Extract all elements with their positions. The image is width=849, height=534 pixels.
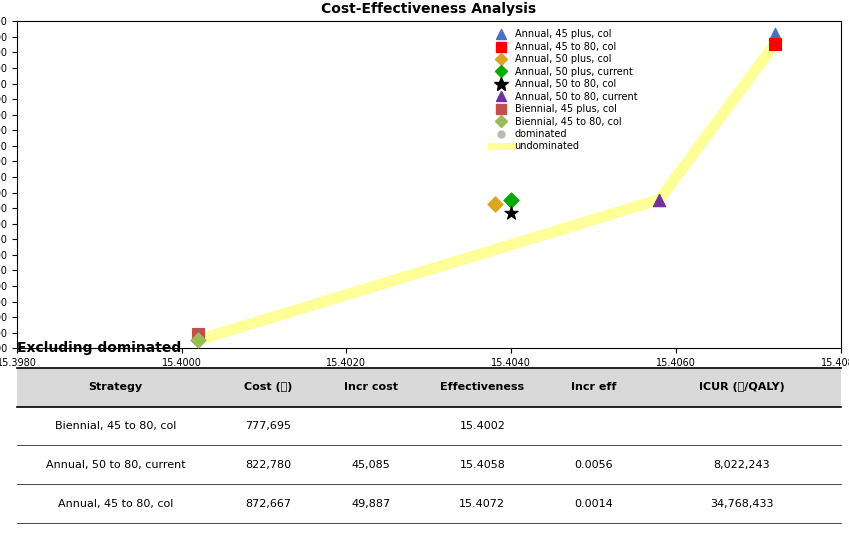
Bar — [17, 367, 841, 406]
Point — [191, 336, 205, 344]
Point — [488, 199, 502, 208]
Text: 0.0014: 0.0014 — [574, 499, 613, 509]
Text: 8,022,243: 8,022,243 — [713, 460, 770, 470]
Point — [191, 330, 205, 339]
Text: Strategy: Strategy — [89, 382, 143, 392]
Text: 15.4072: 15.4072 — [459, 499, 505, 509]
Text: 15.4058: 15.4058 — [459, 460, 505, 470]
Point — [767, 40, 781, 49]
Text: Annual, 45 to 80, col: Annual, 45 to 80, col — [58, 499, 173, 509]
Legend: Annual, 45 plus, col, Annual, 45 to 80, col, Annual, 50 plus, col, Annual, 50 pl: Annual, 45 plus, col, Annual, 45 to 80, … — [492, 29, 638, 151]
Text: 777,695: 777,695 — [245, 421, 291, 431]
Point — [504, 209, 518, 217]
Text: Excluding dominated: Excluding dominated — [17, 341, 181, 355]
X-axis label: Effectiveness: Effectiveness — [382, 374, 475, 387]
Text: 0.0056: 0.0056 — [574, 460, 613, 470]
Text: 822,780: 822,780 — [245, 460, 291, 470]
Text: ICUR (원/QALY): ICUR (원/QALY) — [699, 382, 784, 392]
Text: Effectiveness: Effectiveness — [441, 382, 525, 392]
Text: 872,667: 872,667 — [245, 499, 291, 509]
Text: 15.4002: 15.4002 — [459, 421, 505, 431]
Text: 45,085: 45,085 — [351, 460, 391, 470]
Point — [504, 196, 518, 205]
Text: 34,768,433: 34,768,433 — [710, 499, 773, 509]
Text: 49,887: 49,887 — [351, 499, 391, 509]
Text: Incr eff: Incr eff — [571, 382, 616, 392]
Text: Annual, 50 to 80, current: Annual, 50 to 80, current — [46, 460, 186, 470]
Text: Cost (원): Cost (원) — [244, 382, 292, 392]
Text: Biennial, 45 to 80, col: Biennial, 45 to 80, col — [55, 421, 177, 431]
Point — [653, 195, 666, 204]
Title: Cost-Effectiveness Analysis: Cost-Effectiveness Analysis — [321, 2, 537, 16]
Text: Incr cost: Incr cost — [344, 382, 398, 392]
Point — [767, 29, 781, 38]
